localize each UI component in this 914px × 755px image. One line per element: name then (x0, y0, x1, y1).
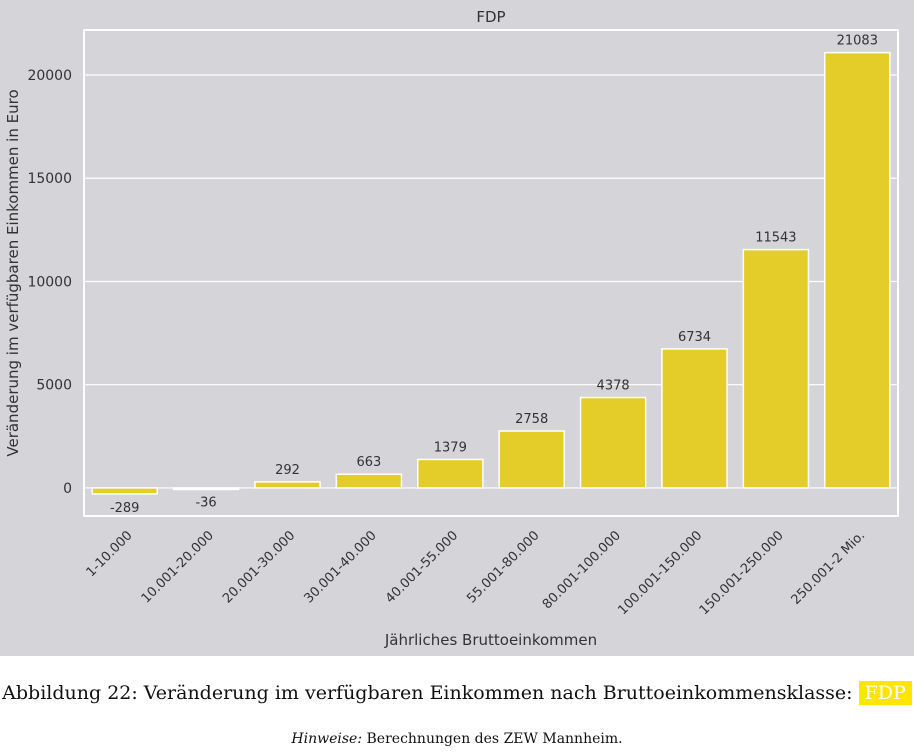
data-label: 11543 (755, 231, 796, 246)
figure-caption: Abbildung 22: Veränderung im verfügbaren… (0, 681, 914, 705)
y-tick-label: 10000 (27, 274, 72, 290)
plot-frame (83, 29, 899, 517)
caption-text: Abbildung 22: Veränderung im verfügbaren… (2, 682, 853, 704)
x-tick-label: 55.001-80.000 (464, 528, 542, 606)
x-tick-label: 80.001-100.000 (540, 528, 624, 612)
y-tick-label: 15000 (27, 171, 72, 187)
y-tick-label: 0 (63, 481, 72, 497)
x-tick-label: 20.001-30.000 (220, 528, 298, 606)
bar (172, 487, 240, 491)
party-tag: FDP (858, 681, 912, 705)
bar (254, 481, 321, 489)
note-text: Berechnungen des ZEW Mannheim. (362, 731, 623, 747)
data-label: 2758 (515, 412, 548, 427)
bar (416, 458, 484, 489)
chart-title: FDP (476, 8, 505, 26)
data-label: 663 (356, 455, 381, 470)
figure: 0 5000 10000 15000 20000 -289 1-10.000 -36 10.00… (0, 0, 914, 656)
bar-chart: 0 5000 10000 15000 20000 -289 1-10.000 -36 10.00… (4, 8, 899, 649)
data-label: 21083 (837, 34, 878, 49)
y-tick-label: 20000 (27, 68, 72, 84)
note-label: Hinweise: (291, 731, 363, 747)
bar (91, 487, 159, 495)
data-label: 4378 (597, 379, 630, 394)
bar (579, 396, 647, 489)
bar (661, 348, 728, 489)
x-tick-label: 30.001-40.000 (301, 528, 379, 606)
x-tick-label: 250.001-2 Mio. (789, 528, 869, 608)
x-tick-label: 40.001-55.000 (383, 528, 461, 606)
bar (498, 430, 566, 489)
y-axis-label: Veränderung im verfügbaren Einkommen in … (4, 89, 22, 456)
bar (742, 248, 810, 489)
bar (823, 51, 891, 489)
x-tick-label: 100.001-150.000 (615, 528, 705, 618)
figure-note: Hinweise: Berechnungen des ZEW Mannheim. (0, 731, 914, 747)
data-label: 292 (275, 463, 300, 478)
bar (335, 473, 403, 489)
data-label: 1379 (434, 440, 467, 455)
y-tick-label: 5000 (36, 378, 72, 394)
x-axis-label: Jährliches Bruttoeinkommen (384, 631, 597, 649)
x-tick-label: 150.001-250.000 (697, 528, 787, 618)
data-label: 6734 (678, 330, 711, 345)
x-tick-label: 1-10.000 (84, 528, 136, 580)
data-label: -36 (195, 496, 216, 511)
data-label: -289 (110, 501, 140, 516)
x-tick-label: 10.001-20.000 (139, 528, 217, 606)
